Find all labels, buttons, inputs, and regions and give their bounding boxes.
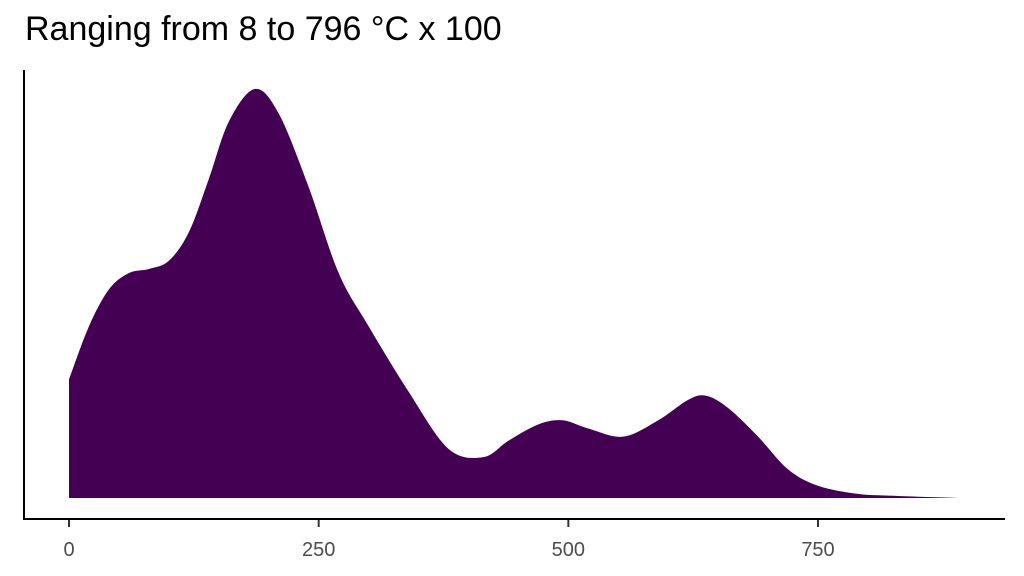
x-tick-label: 500 <box>552 539 585 561</box>
density-area <box>69 88 961 499</box>
x-axis-ticks: 0 250 500 750 <box>63 520 835 561</box>
x-tick-label: 0 <box>63 539 74 561</box>
x-tick-label: 750 <box>801 539 834 561</box>
chart-title: Ranging from 8 to 796 °C x 100 <box>25 10 502 48</box>
x-tick-label: 250 <box>302 539 335 561</box>
